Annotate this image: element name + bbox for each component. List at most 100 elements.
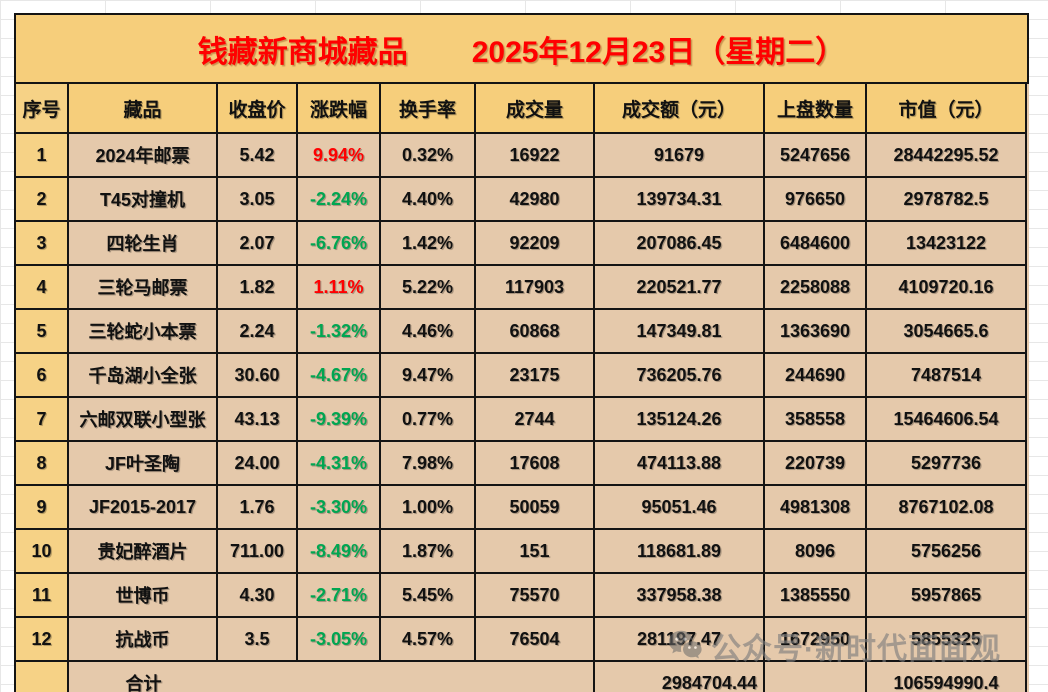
cell-market-value: 5756256 (867, 530, 1027, 574)
cell-index: 9 (16, 486, 69, 530)
cell-close-price: 24.00 (218, 442, 298, 486)
cell-item-name: 三轮蛇小本票 (69, 310, 218, 354)
cell-item-name: 世博币 (69, 574, 218, 618)
table-total-row: 合计 2984704.44 106594990.4 (16, 662, 1029, 692)
total-amount: 2984704.44 (595, 662, 765, 692)
cell-change-percent: -2.71% (298, 574, 381, 618)
col-header-index: 序号 (16, 84, 69, 134)
cell-change-percent: -1.32% (298, 310, 381, 354)
cell-volume: 117903 (476, 266, 595, 310)
cell-amount: 474113.88 (595, 442, 765, 486)
cell-change-percent: -4.67% (298, 354, 381, 398)
cell-close-price: 3.05 (218, 178, 298, 222)
cell-listed-quantity: 4981308 (765, 486, 867, 530)
cell-listed-quantity: 220739 (765, 442, 867, 486)
col-header-market-value: 市值（元） (867, 84, 1027, 134)
cell-turnover-rate: 7.98% (381, 442, 476, 486)
cell-amount: 139734.31 (595, 178, 765, 222)
cell-change-percent: -4.31% (298, 442, 381, 486)
cell-change-percent: -2.24% (298, 178, 381, 222)
cell-volume: 75570 (476, 574, 595, 618)
cell-volume: 50059 (476, 486, 595, 530)
table-row: 8 JF叶圣陶 24.00 -4.31% 7.98% 17608 474113.… (16, 442, 1029, 486)
cell-market-value: 5957865 (867, 574, 1027, 618)
cell-amount: 95051.46 (595, 486, 765, 530)
col-header-amount: 成交额（元） (595, 84, 765, 134)
table-row: 1 2024年邮票 5.42 9.94% 0.32% 16922 91679 5… (16, 134, 1029, 178)
col-header-change: 涨跌幅 (298, 84, 381, 134)
cell-index: 6 (16, 354, 69, 398)
cell-index: 12 (16, 618, 69, 662)
table-row: 10 贵妃醉酒片 711.00 -8.49% 1.87% 151 118681.… (16, 530, 1029, 574)
cell-volume: 16922 (476, 134, 595, 178)
cell-volume: 2744 (476, 398, 595, 442)
cell-item-name: JF2015-2017 (69, 486, 218, 530)
cell-volume: 60868 (476, 310, 595, 354)
cell-turnover-rate: 4.57% (381, 618, 476, 662)
cell-turnover-rate: 5.22% (381, 266, 476, 310)
cell-index: 2 (16, 178, 69, 222)
cell-close-price: 5.42 (218, 134, 298, 178)
cell-volume: 42980 (476, 178, 595, 222)
table-header-row: 序号 藏品 收盘价 涨跌幅 换手率 成交量 成交额（元） 上盘数量 市值（元） (16, 84, 1029, 134)
cell-index: 5 (16, 310, 69, 354)
cell-change-percent: -3.05% (298, 618, 381, 662)
total-label: 合计 (125, 674, 162, 692)
cell-market-value: 28442295.52 (867, 134, 1027, 178)
cell-turnover-rate: 4.46% (381, 310, 476, 354)
cell-close-price: 1.82 (218, 266, 298, 310)
cell-amount: 207086.45 (595, 222, 765, 266)
table-row: 11 世博币 4.30 -2.71% 5.45% 75570 337958.38… (16, 574, 1029, 618)
cell-item-name: 2024年邮票 (69, 134, 218, 178)
cell-turnover-rate: 5.45% (381, 574, 476, 618)
table-row: 5 三轮蛇小本票 2.24 -1.32% 4.46% 60868 147349.… (16, 310, 1029, 354)
col-header-item: 藏品 (69, 84, 218, 134)
cell-change-percent: -8.49% (298, 530, 381, 574)
cell-index: 4 (16, 266, 69, 310)
cell-change-percent: -3.30% (298, 486, 381, 530)
date-title: 2025年12月23日（星期二） (471, 35, 846, 69)
cell-amount: 337958.38 (595, 574, 765, 618)
cell-change-percent: -9.39% (298, 398, 381, 442)
cell-close-price: 2.07 (218, 222, 298, 266)
cell-market-value: 4109720.16 (867, 266, 1027, 310)
cell-turnover-rate: 1.42% (381, 222, 476, 266)
cell-amount: 91679 (595, 134, 765, 178)
cell-market-value: 3054665.6 (867, 310, 1027, 354)
cell-index: 10 (16, 530, 69, 574)
cell-listed-quantity: 244690 (765, 354, 867, 398)
cell-listed-quantity: 1363690 (765, 310, 867, 354)
total-index-cell (16, 662, 69, 692)
market-title: 钱藏新商城藏品 (197, 35, 408, 69)
cell-item-name: 四轮生肖 (69, 222, 218, 266)
cell-listed-quantity: 1672950 (765, 618, 867, 662)
cell-listed-quantity: 1385550 (765, 574, 867, 618)
cell-close-price: 43.13 (218, 398, 298, 442)
cell-item-name: 贵妃醉酒片 (69, 530, 218, 574)
cell-market-value: 5855325 (867, 618, 1027, 662)
cell-market-value: 5297736 (867, 442, 1027, 486)
cell-market-value: 8767102.08 (867, 486, 1027, 530)
cell-index: 3 (16, 222, 69, 266)
cell-listed-quantity: 358558 (765, 398, 867, 442)
cell-close-price: 1.76 (218, 486, 298, 530)
table-row: 7 六邮双联小型张 43.13 -9.39% 0.77% 2744 135124… (16, 398, 1029, 442)
cell-amount: 281197.47 (595, 618, 765, 662)
cell-market-value: 15464606.54 (867, 398, 1027, 442)
cell-amount: 147349.81 (595, 310, 765, 354)
total-market-value: 106594990.4 (867, 662, 1027, 692)
total-label-cell: 合计 (69, 662, 595, 692)
cell-amount: 135124.26 (595, 398, 765, 442)
cell-close-price: 4.30 (218, 574, 298, 618)
cell-listed-quantity: 5247656 (765, 134, 867, 178)
cell-turnover-rate: 1.87% (381, 530, 476, 574)
cell-volume: 23175 (476, 354, 595, 398)
col-header-listed: 上盘数量 (765, 84, 867, 134)
cell-index: 8 (16, 442, 69, 486)
cell-close-price: 30.60 (218, 354, 298, 398)
cell-listed-quantity: 976650 (765, 178, 867, 222)
cell-turnover-rate: 9.47% (381, 354, 476, 398)
cell-turnover-rate: 0.77% (381, 398, 476, 442)
cell-item-name: 千岛湖小全张 (69, 354, 218, 398)
